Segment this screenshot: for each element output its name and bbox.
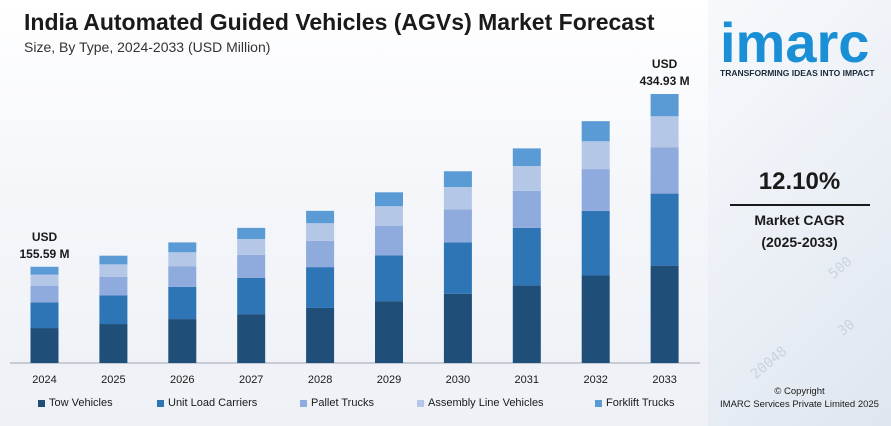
bar-segment xyxy=(375,192,403,207)
legend-item: Assembly Line Vehicles xyxy=(417,397,544,409)
bar-segment xyxy=(168,319,197,363)
x-tick-label: 2030 xyxy=(446,374,470,386)
imarc-logo: imarc xyxy=(720,11,869,74)
bar-segment xyxy=(306,307,335,363)
bar-segment xyxy=(30,302,59,329)
copyright-line: © Copyright xyxy=(774,386,825,397)
chart-panel: India Automated Guided Vehicles (AGVs) M… xyxy=(0,0,708,426)
legend-label: Tow Vehicles xyxy=(49,397,113,409)
chart-title: India Automated Guided Vehicles (AGVs) M… xyxy=(24,9,655,35)
bar-segment xyxy=(512,227,541,286)
bar-segment xyxy=(30,266,59,275)
bar-segment xyxy=(237,254,266,278)
x-tick-label: 2024 xyxy=(32,374,56,386)
bar-segment xyxy=(168,266,197,287)
x-tick-label: 2029 xyxy=(377,374,401,386)
x-tick-label: 2031 xyxy=(515,374,539,386)
data-label-unit: USD xyxy=(652,57,678,71)
cagr-period: (2025-2033) xyxy=(761,234,838,250)
brand-panel: 500 20048 30 imarc TRANSFORMING IDEAS IN… xyxy=(708,0,891,426)
bar-segment xyxy=(581,169,610,211)
x-tick-label: 2027 xyxy=(239,374,263,386)
bar-segment xyxy=(30,285,59,303)
bar-segment xyxy=(650,147,679,194)
bar-segment xyxy=(443,209,472,243)
bar-segment xyxy=(30,328,59,363)
bar-segment xyxy=(443,171,472,188)
x-tick-label: 2033 xyxy=(652,374,676,386)
bar-segment xyxy=(650,193,679,266)
bar-segment xyxy=(443,293,472,363)
bar-segment xyxy=(168,286,197,320)
bar-segment xyxy=(581,210,610,276)
bar-segment xyxy=(581,275,610,363)
legend-label: Forklift Trucks xyxy=(606,397,675,409)
bar-segment xyxy=(375,301,403,363)
x-tick-label: 2025 xyxy=(101,374,125,386)
chart-legend: Tow Vehicles Unit Load Carriers Pallet Tru… xyxy=(30,397,700,413)
cagr-value: 12.10% xyxy=(758,168,841,195)
bar-segment xyxy=(443,187,472,210)
legend-label: Assembly Line Vehicles xyxy=(428,397,544,409)
bar-segment xyxy=(237,227,266,239)
x-tick-label: 2032 xyxy=(583,374,607,386)
x-tick-label: 2028 xyxy=(308,374,332,386)
x-tick-label: 2026 xyxy=(170,374,194,386)
bar-segment xyxy=(375,226,403,256)
svg-text:imarc: imarc xyxy=(720,11,869,74)
chart-plot: 2024 2025 2026 2027 2028 2029 2030 2031 2032 2033… xyxy=(10,57,700,386)
legend-swatch xyxy=(157,399,164,407)
legend-swatch xyxy=(417,399,424,407)
bar-segment xyxy=(306,240,335,268)
bar-segment xyxy=(168,242,197,253)
bar-segment xyxy=(306,210,335,224)
data-label-value: 434.93 M xyxy=(640,74,690,88)
legend-item: Tow Vehicles xyxy=(38,397,113,409)
bar-segment xyxy=(512,166,541,191)
legend-item: Pallet Trucks xyxy=(300,397,374,409)
bar-segment xyxy=(99,255,128,265)
cagr-label: Market CAGR xyxy=(754,212,845,228)
bar-segment xyxy=(306,223,335,241)
legend-item: Unit Load Carriers xyxy=(157,397,257,409)
decor-number: 20048 xyxy=(747,343,791,383)
bar-segment xyxy=(443,242,472,294)
bar-segment xyxy=(650,94,679,117)
decor-number: 30 xyxy=(834,316,859,340)
legend-label: Pallet Trucks xyxy=(311,397,374,409)
data-label-value: 155.59 M xyxy=(19,247,69,261)
bar-segment xyxy=(168,252,197,267)
bar-segment xyxy=(99,276,128,296)
legend-item: Forklift Trucks xyxy=(595,397,674,409)
bar-segment xyxy=(581,121,610,142)
bar-segment xyxy=(650,116,679,148)
bar-segment xyxy=(99,324,128,363)
bar-segment xyxy=(306,267,335,308)
legend-swatch xyxy=(38,399,45,407)
data-label-unit: USD xyxy=(32,230,58,244)
bar-segment xyxy=(581,141,610,170)
bar-segment xyxy=(512,285,541,363)
bar-segment xyxy=(512,190,541,228)
cagr-divider xyxy=(730,204,870,206)
bar-segment xyxy=(650,265,679,363)
legend-swatch xyxy=(300,399,307,407)
bar-segment xyxy=(99,264,128,277)
bar-segment xyxy=(237,277,266,315)
bar-segment xyxy=(237,238,266,255)
bar-segment xyxy=(375,206,403,227)
cagr-box: 12.10% Market CAGR (2025-2033) xyxy=(708,160,891,260)
copyright: © Copyright IMARC Services Private Limit… xyxy=(708,385,891,411)
brand-tagline: TRANSFORMING IDEAS INTO IMPACT xyxy=(720,68,875,78)
legend-swatch xyxy=(595,399,602,407)
bar-segment xyxy=(237,314,266,363)
legend-label: Unit Load Carriers xyxy=(168,397,258,409)
copyright-line: IMARC Services Private Limited 2025 xyxy=(720,399,879,410)
bar-segment xyxy=(512,148,541,167)
bar-segment xyxy=(99,295,128,325)
bar-segment xyxy=(375,255,403,302)
chart-subtitle: Size, By Type, 2024-2033 (USD Million) xyxy=(24,39,271,55)
bar-segment xyxy=(30,274,59,286)
